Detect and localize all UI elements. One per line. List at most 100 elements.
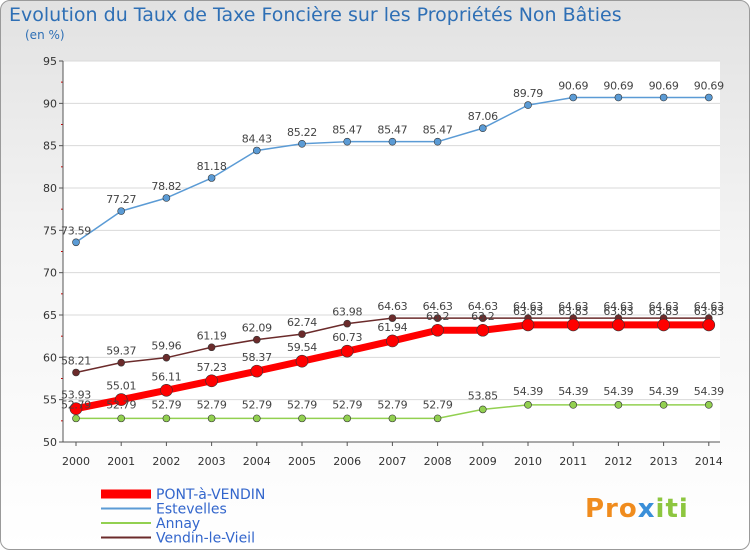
data-label: 84.43 [242, 132, 272, 145]
data-point [433, 314, 442, 322]
data-label: 52.79 [377, 398, 407, 411]
data-label: 85.47 [423, 124, 453, 137]
y-tick-label: 60 [43, 351, 57, 364]
chart-subtitle: (en %) [25, 28, 65, 42]
data-label: 90.69 [603, 79, 633, 92]
data-label: 63.83 [558, 305, 588, 318]
data-label: 63.83 [513, 305, 543, 318]
data-label: 62.74 [287, 316, 317, 329]
x-tick-label: 2000 [62, 455, 90, 468]
data-point [478, 314, 487, 322]
data-point [524, 401, 532, 409]
data-point [614, 93, 623, 102]
x-tick-label: 2012 [604, 455, 632, 468]
data-label: 85.22 [287, 126, 317, 139]
data-label: 58.21 [61, 354, 91, 367]
y-tick-label: 75 [43, 224, 57, 237]
y-tick-label: 80 [43, 182, 57, 195]
data-point [340, 344, 354, 358]
y-tick-label: 65 [43, 309, 57, 322]
data-label: 85.47 [332, 124, 362, 137]
data-label: 64.63 [558, 300, 588, 313]
data-point [298, 414, 306, 423]
data-point [114, 393, 128, 406]
data-point [431, 323, 444, 337]
data-point [569, 93, 578, 102]
y-tick-label: 90 [43, 97, 57, 110]
data-point [117, 414, 125, 423]
x-tick-label: 2010 [514, 455, 542, 468]
data-point [343, 319, 352, 328]
data-label: 52.79 [332, 398, 362, 411]
data-label: 78.82 [151, 180, 181, 193]
data-point [160, 383, 173, 397]
x-tick-label: 2005 [288, 455, 316, 468]
data-point [386, 334, 399, 348]
data-label: 52.79 [151, 398, 181, 411]
data-label: 52.79 [61, 398, 91, 411]
data-label: 52.79 [423, 398, 453, 411]
data-point [205, 374, 218, 388]
legend-label: Vendin-le-Vieil [156, 531, 255, 547]
data-label: 54.39 [558, 385, 588, 398]
data-label: 56.11 [151, 370, 181, 383]
proxiti-logo: Proxiti [585, 494, 689, 524]
data-label: 64.63 [513, 300, 543, 313]
data-label: 63.83 [603, 305, 633, 318]
data-point [117, 207, 125, 215]
data-point [478, 124, 487, 133]
data-label: 81.18 [197, 160, 227, 173]
data-label: 54.39 [513, 385, 543, 398]
data-point [72, 238, 80, 247]
data-point [521, 318, 535, 332]
data-label: 52.79 [106, 398, 136, 411]
x-tick-label: 2014 [695, 455, 723, 468]
data-point [702, 318, 716, 332]
data-label: 54.39 [694, 385, 724, 398]
data-point [207, 174, 216, 182]
x-tick-label: 2011 [559, 455, 587, 468]
data-label: 55.01 [106, 380, 136, 393]
data-label: 59.37 [106, 345, 136, 358]
data-label: 61.94 [377, 321, 407, 334]
data-point [704, 401, 713, 409]
data-label: 59.54 [287, 341, 317, 354]
data-point [253, 335, 261, 344]
data-point [659, 93, 668, 102]
data-label: 63.2 [426, 310, 449, 323]
x-tick-label: 2006 [333, 455, 361, 468]
data-point [614, 401, 623, 409]
data-point [343, 137, 352, 146]
y-tick-label: 95 [43, 55, 57, 68]
data-point [117, 358, 125, 367]
data-label: 57.23 [197, 361, 227, 374]
data-label: 89.79 [513, 87, 543, 100]
data-point [388, 137, 397, 146]
y-tick-label: 55 [43, 394, 57, 407]
legend-label: PONT-à-VENDIN [156, 487, 265, 503]
data-label: 90.69 [558, 79, 588, 92]
x-tick-label: 2003 [198, 455, 226, 468]
data-point [433, 414, 442, 423]
data-point [72, 414, 80, 423]
x-tick-label: 2001 [107, 455, 135, 468]
data-point [388, 414, 397, 423]
x-tick-label: 2007 [378, 455, 406, 468]
data-point [250, 364, 264, 378]
data-point [478, 405, 487, 414]
data-point [569, 401, 578, 409]
y-tick-label: 50 [43, 436, 57, 449]
data-label: 54.39 [603, 385, 633, 398]
data-label: 58.37 [242, 351, 272, 364]
data-label: 85.47 [377, 124, 407, 137]
data-label: 73.59 [61, 224, 91, 237]
legend-label: Estevelles [156, 502, 227, 518]
y-tick-label: 85 [43, 140, 57, 153]
chart-title: Evolution du Taux de Taxe Foncière sur l… [9, 4, 622, 26]
data-point [162, 194, 171, 202]
data-label: 63.83 [649, 305, 679, 318]
data-point [72, 368, 80, 377]
data-point [657, 318, 670, 332]
